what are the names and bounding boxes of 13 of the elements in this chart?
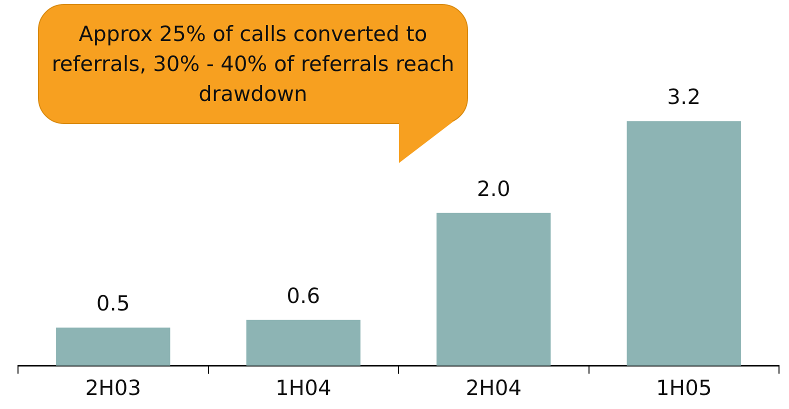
x-tick-label: 1H04 [275, 376, 332, 400]
data-label: 0.5 [96, 292, 130, 316]
data-label: 0.6 [286, 284, 320, 308]
bar [626, 121, 741, 366]
bar [246, 320, 360, 366]
x-tick-label: 1H05 [656, 376, 712, 400]
bar [436, 212, 551, 366]
x-tick-label: 2H03 [85, 376, 142, 400]
x-tick-label: 2H04 [466, 376, 522, 400]
text: Approx 25% of calls converted to referrals, 30% - 40% of referrals reach drawdown [38, 4, 468, 124]
data-label: 2.0 [476, 176, 510, 201]
data-label: 3.2 [667, 85, 701, 110]
bar [56, 328, 170, 366]
